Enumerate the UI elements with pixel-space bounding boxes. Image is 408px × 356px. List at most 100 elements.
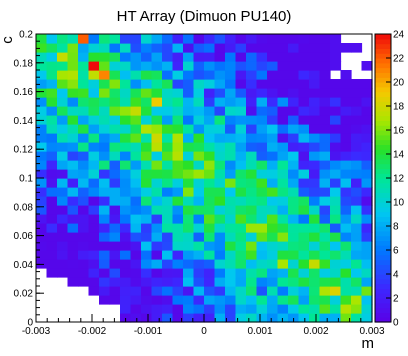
y-tick-label: 0.18	[14, 58, 34, 69]
heatmap-cell	[330, 106, 342, 116]
heatmap-cell	[351, 250, 363, 260]
heatmap-cell	[351, 286, 363, 296]
heatmap-cell	[78, 160, 90, 170]
colorbar-segment	[375, 62, 391, 69]
colorbar-segment	[375, 106, 391, 112]
colorbar-segment	[375, 82, 391, 88]
heatmap-cell	[172, 313, 184, 323]
heatmap-cell	[193, 43, 205, 53]
colorbar-segment	[375, 197, 391, 203]
heatmap-cell	[288, 196, 300, 206]
heatmap-cell	[183, 286, 195, 296]
heatmap-cell	[151, 313, 163, 323]
heatmap-cell	[361, 241, 373, 251]
x-tick-label: 0.002	[303, 326, 328, 337]
heatmap-cell	[109, 223, 121, 233]
heatmap-cell	[151, 79, 163, 89]
heatmap-cell	[162, 169, 174, 179]
heatmap-cell	[162, 160, 174, 170]
heatmap-cell	[256, 259, 268, 269]
heatmap-cell	[204, 70, 216, 80]
heatmap-cell	[225, 205, 237, 215]
colorbar-segment	[375, 178, 391, 184]
heatmap-cell	[46, 205, 58, 215]
heatmap-cell	[235, 214, 247, 224]
heatmap-cell	[141, 97, 153, 107]
heatmap-cell	[57, 52, 69, 62]
heatmap-cell	[183, 61, 195, 71]
heatmap-cell	[162, 115, 174, 125]
heatmap-cell	[267, 124, 279, 134]
heatmap-cell	[151, 61, 163, 71]
heatmap-cell	[267, 106, 279, 116]
x-tick-label: 0	[201, 326, 207, 337]
heatmap-cell	[214, 250, 226, 260]
colorbar-segment	[375, 96, 391, 102]
heatmap-cell	[57, 97, 69, 107]
heatmap-cell	[288, 277, 300, 287]
heatmap-cell	[235, 295, 247, 305]
heatmap-cell	[256, 232, 268, 242]
x-axis: -0.003 -0.002 -0.001 0 0.001 0.002 0.003	[22, 314, 385, 337]
heatmap-cell	[246, 115, 258, 125]
heatmap-cell	[235, 223, 247, 233]
heatmap-cell	[225, 241, 237, 251]
heatmap-cell	[319, 151, 331, 161]
heatmap-cell	[120, 133, 132, 143]
heatmap-cell	[340, 133, 352, 143]
heatmap-cell	[120, 115, 132, 125]
heatmap-cell	[319, 61, 331, 71]
heatmap-cell	[298, 187, 310, 197]
heatmap-cell	[141, 52, 153, 62]
colorbar-segment	[375, 254, 391, 261]
heatmap-cell	[120, 304, 132, 314]
heatmap-cell	[225, 115, 237, 125]
heatmap-cell	[277, 106, 289, 116]
heatmap-cell	[36, 61, 48, 71]
heatmap-cell	[361, 106, 373, 116]
y-tick-label: 0.08	[14, 202, 34, 213]
x-tick-label: -0.002	[78, 326, 107, 337]
heatmap-cell	[330, 304, 342, 314]
heatmap-cell	[309, 250, 321, 260]
heatmap-cell	[361, 250, 373, 260]
heatmap-cell	[67, 214, 79, 224]
heatmap-cell	[288, 151, 300, 161]
colorbar-segment	[375, 34, 391, 40]
heatmap-cell	[298, 304, 310, 314]
heatmap-cell	[309, 196, 321, 206]
colorbar-segment	[375, 221, 391, 227]
heatmap-cell	[78, 250, 90, 260]
heatmap-cell	[246, 142, 258, 152]
heatmap-cell	[162, 70, 174, 80]
heatmap-cell	[225, 61, 237, 71]
heatmap-cell	[298, 97, 310, 107]
heatmap-cell	[340, 214, 352, 224]
heatmap-cell	[298, 295, 310, 305]
heatmap-cell	[298, 232, 310, 242]
heatmap-cell	[225, 169, 237, 179]
heatmap-cell	[88, 178, 100, 188]
heatmap-cell	[36, 214, 48, 224]
heatmap-cell	[309, 304, 321, 314]
heatmap-cell	[330, 196, 342, 206]
heatmap-cell	[340, 106, 352, 116]
heatmap-cell	[351, 232, 363, 242]
heatmap-cell	[78, 277, 90, 287]
heatmap-cell	[162, 304, 174, 314]
heatmap-cell	[246, 52, 258, 62]
heatmap-cell	[267, 259, 279, 269]
heatmap-cell	[46, 52, 58, 62]
heatmap-cell	[57, 61, 69, 71]
heatmap-cell	[193, 259, 205, 269]
heatmap-cell	[298, 178, 310, 188]
heatmap-cell	[277, 286, 289, 296]
heatmap-cell	[162, 268, 174, 278]
y-tick-label: 0.1	[19, 174, 33, 185]
colorbar-segment	[375, 259, 391, 265]
heatmap-cell	[288, 223, 300, 233]
heatmap-cell	[330, 187, 342, 197]
colorbar-segment	[375, 58, 391, 64]
